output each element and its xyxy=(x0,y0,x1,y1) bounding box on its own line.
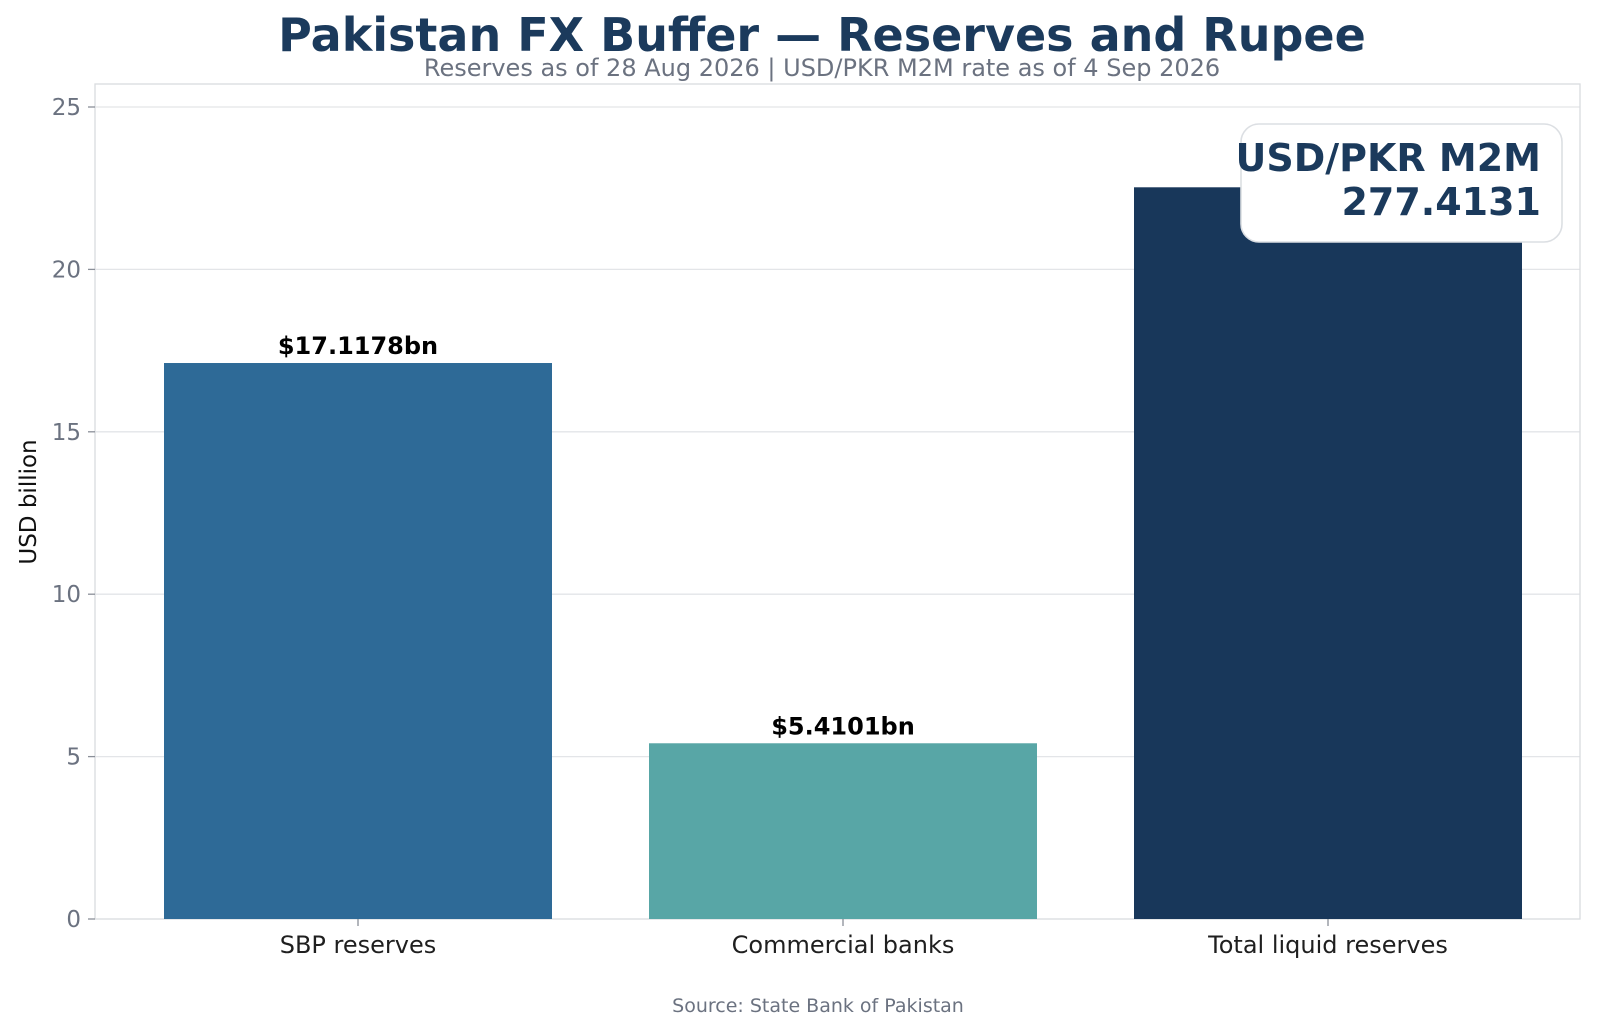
y-tick-label: 25 xyxy=(52,95,81,121)
y-axis-label: USD billion xyxy=(16,439,42,564)
callout-box xyxy=(1240,123,1563,243)
bar-total-liquid-reserves xyxy=(1134,187,1522,919)
y-tick-label: 0 xyxy=(66,907,81,933)
y-axis: 0 5 10 15 20 25 xyxy=(52,95,95,933)
x-tick-label: Commercial banks xyxy=(732,931,955,959)
y-tick-label: 5 xyxy=(66,745,81,771)
bars xyxy=(164,187,1522,919)
chart-title: Pakistan FX Buffer — Reserves and Rupee xyxy=(278,8,1366,62)
source-note: Source: State Bank of Pakistan xyxy=(672,995,964,1017)
data-label: $5.4101bn xyxy=(771,712,915,740)
x-tick-label: SBP reserves xyxy=(280,931,437,959)
data-label: $17.1178bn xyxy=(278,332,438,360)
x-axis: SBP reserves Commercial banks Total liquid… xyxy=(280,919,1448,959)
callout-value: 277.4131 xyxy=(1341,180,1541,224)
callout-label: USD/PKR M2M xyxy=(1235,136,1541,180)
data-labels: $17.1178bn $5.4101bn xyxy=(278,332,915,740)
y-tick-label: 10 xyxy=(52,582,81,608)
x-tick-label: Total liquid reserves xyxy=(1207,931,1448,959)
chart-subtitle: Reserves as of 28 Aug 2026 | USD/PKR M2M… xyxy=(424,54,1220,82)
y-tick-label: 15 xyxy=(52,420,81,446)
fx-rate-callout: USD/PKR M2M 277.4131 xyxy=(1235,123,1563,243)
y-tick-label: 20 xyxy=(52,257,81,283)
bar-commercial-banks xyxy=(649,743,1037,919)
bar-sbp-reserves xyxy=(164,363,552,919)
